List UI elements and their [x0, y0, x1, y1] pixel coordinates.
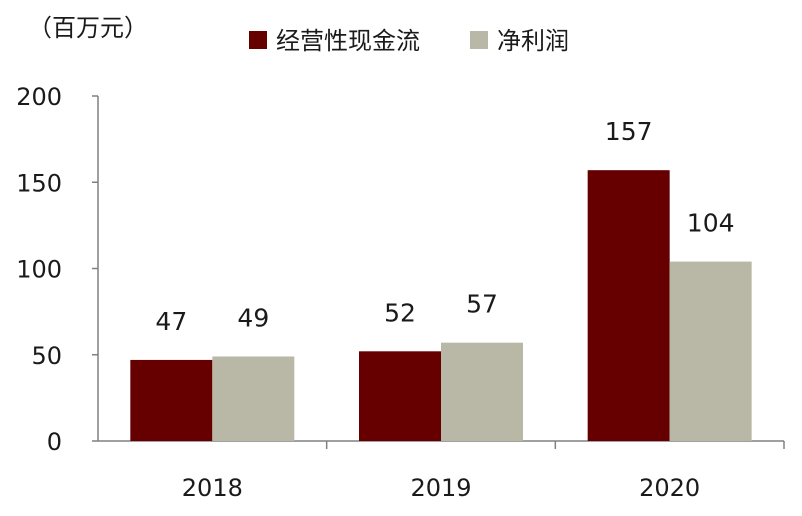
data-label: 52 [384, 298, 416, 327]
legend-label: 净利润 [497, 27, 569, 55]
bar-net-profit-2018 [212, 356, 295, 441]
x-tick-label: 2018 [182, 474, 243, 502]
axes: 0 50 100 150 200 2018 2019 2020 [16, 83, 785, 502]
data-label: 104 [687, 209, 735, 238]
y-tick-label: 0 [47, 428, 62, 456]
bars [130, 170, 752, 442]
bar-operating-cash-flow-2019 [359, 351, 441, 441]
bar-operating-cash-flow-2020 [587, 170, 670, 442]
legend-swatch [249, 31, 267, 49]
x-tick-label: 2019 [410, 474, 471, 502]
legend-swatch [470, 31, 488, 49]
data-label: 47 [155, 307, 187, 336]
unit-label: （百万元） [28, 14, 148, 42]
bar-net-profit-2019 [441, 342, 523, 441]
data-labels: 47 49 52 57 157 104 [155, 117, 734, 336]
data-label: 157 [605, 117, 653, 146]
y-tick-label: 100 [16, 256, 62, 284]
bar-net-profit-2020 [669, 261, 752, 441]
x-tick-label: 2020 [639, 474, 700, 502]
legend: 经营性现金流 净利润 [249, 27, 569, 55]
y-tick-label: 150 [16, 169, 62, 197]
data-label: 57 [466, 290, 498, 319]
y-tick-label: 200 [16, 83, 62, 111]
y-tick-label: 50 [31, 342, 62, 370]
bar-operating-cash-flow-2018 [130, 359, 213, 441]
data-label: 49 [237, 303, 269, 332]
legend-label: 经营性现金流 [276, 27, 420, 55]
